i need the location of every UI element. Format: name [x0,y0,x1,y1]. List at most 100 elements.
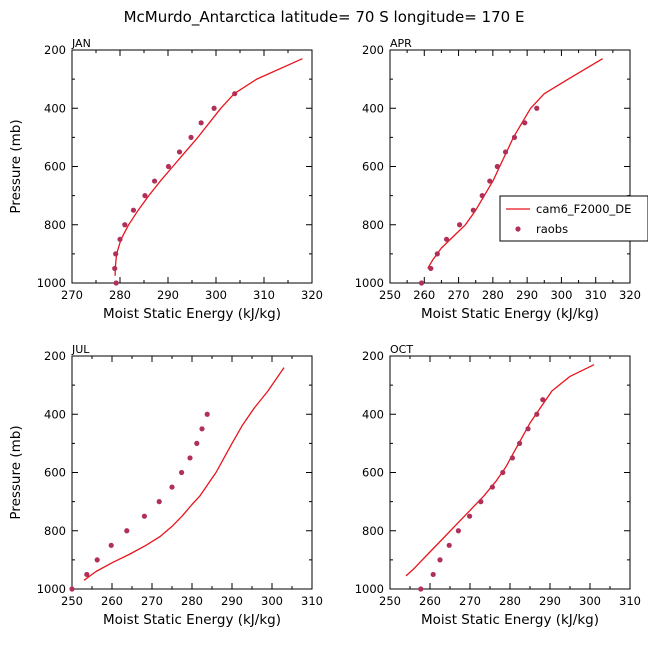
x-tick-label: 270 [448,288,470,302]
x-tick-label: 290 [157,288,179,302]
raobs-point [199,426,205,432]
model-line-oct [405,364,595,577]
y-tick-label: 400 [362,407,384,421]
y-tick-label: 800 [44,218,66,232]
model-line-jan [114,58,303,276]
x-tick-label: 280 [181,594,203,608]
raobs-point [108,542,114,548]
y-tick-label: 400 [362,101,384,115]
raobs-point [187,455,193,461]
raobs-point [179,469,185,476]
raobs-point [204,411,210,417]
x-tick-label: 250 [379,288,401,302]
raobs-point [165,163,172,170]
x-axis-label: Moist Static Energy (kJ/kg) [421,306,599,322]
raobs-point [457,222,463,228]
raobs-point [188,134,194,140]
y-tick-label: 1000 [37,276,66,290]
raobs-point [522,120,528,126]
raobs-point [489,484,495,490]
raobs-point [194,440,200,446]
raobs-point [430,571,436,578]
x-tick-label: 310 [585,288,607,302]
raobs-point [198,120,204,126]
raobs-point [94,557,100,563]
model-line-jul [83,367,285,581]
raobs-point [418,586,424,592]
raobs-point [141,513,147,519]
legend-dot-swatch [515,226,521,232]
raobs-point [443,236,450,242]
raobs-point [517,440,523,446]
raobs-point [455,528,461,534]
legend-obs-label: raobs [536,222,568,236]
x-tick-label: 310 [253,288,275,302]
x-tick-label: 250 [61,594,83,608]
panel-label-jan: JAN [71,37,91,50]
x-tick-label: 270 [459,594,481,608]
x-axis-label: Moist Static Energy (kJ/kg) [103,306,281,322]
x-axis-label: Moist Static Energy (kJ/kg) [421,612,599,628]
raobs-point [117,236,123,242]
x-tick-label: 290 [221,594,243,608]
raobs-point [84,571,90,578]
raobs-point [534,105,540,111]
panel-jul: 250 260 270 280 290 300 310 200 400 600 800 1000 Moi… [8,343,323,628]
panel-apr: 250 260 270 280 290 300 310 320 200 400 600 800 1000… [355,37,648,322]
raobs-point [500,469,506,476]
legend-model-label: cam6_F2000_DE [536,202,631,216]
raobs-point [176,149,183,155]
y-tick-label: 1000 [37,582,66,596]
y-tick-label: 1000 [355,582,384,596]
y-tick-label: 800 [362,524,384,538]
x-tick-label: 280 [499,594,521,608]
raobs-point [151,178,158,184]
x-axis-label: Moist Static Energy (kJ/kg) [103,612,281,628]
raobs-point [540,397,546,403]
raobs-point [434,251,440,257]
y-tick-label: 600 [44,466,66,480]
x-tick-label: 300 [205,288,227,302]
y-tick-label: 600 [362,160,384,174]
raobs-point [534,411,540,417]
raobs-point [511,134,518,140]
x-tick-label: 290 [539,594,561,608]
x-tick-label: 260 [419,594,441,608]
plot-frame [71,355,313,590]
x-tick-label: 270 [61,288,83,302]
raobs-point [509,455,515,461]
raobs-point [467,513,473,519]
panels: 270 280 290 300 310 320 200 400 600 800 1000 Moist … [8,37,648,628]
raobs-point [113,251,119,257]
x-tick-label: 300 [579,594,601,608]
figure-title: McMurdo_Antarctica latitude= 70 S longit… [124,8,525,27]
model-line-apr [427,58,603,269]
x-tick-label: 310 [619,594,641,608]
x-tick-label: 280 [482,288,504,302]
x-tick-label: 280 [109,288,131,302]
raobs-point [418,280,425,286]
panel-label-oct: OCT [390,343,413,356]
x-tick-label: 260 [101,594,123,608]
y-axis-label: Pressure (mb) [8,119,24,213]
legend-box [499,195,648,242]
y-tick-label: 400 [44,407,66,421]
raobs-point [156,499,162,505]
x-tick-label: 300 [261,594,283,608]
raobs-point [478,499,484,505]
panel-oct: 250 260 270 280 290 300 310 200 400 600 800 1000 Moi… [355,343,641,628]
y-tick-label: 800 [362,218,384,232]
y-tick-label: 600 [44,160,66,174]
raobs-point [437,557,443,563]
raobs-point [428,265,434,272]
raobs-point [487,178,493,184]
x-tick-label: 250 [379,594,401,608]
raobs-point [69,586,75,592]
x-tick-label: 320 [301,288,323,302]
raobs-point [470,207,476,213]
x-tick-label: 300 [550,288,572,302]
raobs-point [169,484,175,490]
x-tick-label: 270 [141,594,163,608]
raobs-point [124,528,130,534]
